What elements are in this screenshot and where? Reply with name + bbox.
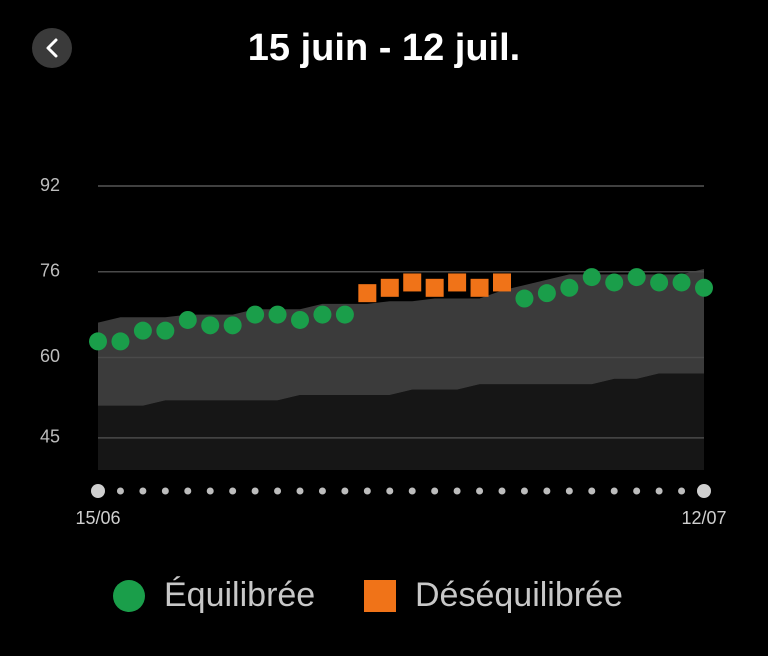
point (380, 278, 399, 297)
x-tick-label: 15/06 (75, 508, 120, 528)
point (133, 321, 152, 340)
point (223, 316, 242, 335)
back-button[interactable] (32, 28, 72, 68)
y-tick-label: 45 (40, 427, 60, 447)
x-tick-dot (565, 487, 573, 495)
point (89, 332, 107, 351)
point (560, 278, 579, 297)
point (268, 305, 287, 324)
point (358, 284, 377, 303)
back-chevron[interactable] (46, 38, 58, 58)
x-tick-dot (431, 487, 439, 495)
legend-label: Déséquilibrée (415, 576, 623, 614)
point (425, 278, 444, 297)
point (695, 278, 713, 297)
range-area (98, 269, 704, 406)
point (246, 305, 265, 324)
legend-label: Équilibrée (164, 576, 315, 614)
point (470, 278, 489, 297)
legend-marker (113, 580, 145, 612)
legend-item: Déséquilibrée (364, 576, 623, 614)
point (291, 310, 309, 329)
y-tick-label: 76 (40, 260, 60, 280)
x-tick-dot (184, 487, 192, 495)
x-tick-dot (161, 487, 169, 495)
point (605, 273, 624, 292)
x-tick-dot (655, 487, 663, 495)
x-tick-dot (408, 487, 416, 495)
point (493, 273, 511, 292)
x-tick-dot (274, 487, 282, 495)
y-tick-label: 60 (40, 346, 60, 366)
x-tick-dot (610, 487, 618, 495)
range-base-area (98, 373, 704, 470)
point (650, 273, 669, 292)
x-tick-dot (520, 487, 528, 495)
x-tick-dot (697, 484, 711, 498)
x-tick-dot (116, 487, 124, 495)
x-tick-dot (588, 487, 596, 495)
back-button-circle[interactable] (32, 28, 72, 68)
point (313, 305, 332, 324)
legend-marker (364, 580, 396, 612)
point (672, 273, 691, 292)
point (201, 316, 220, 335)
x-tick-dot (318, 487, 326, 495)
point (403, 273, 422, 292)
point (627, 268, 646, 287)
point (537, 284, 556, 303)
x-tick-dot (386, 487, 394, 495)
x-tick-dot (633, 487, 641, 495)
x-tick-dot (678, 487, 686, 495)
chart-title: 15 juin - 12 juil. (248, 27, 520, 69)
point (111, 332, 130, 351)
point (335, 305, 354, 324)
x-tick-dot (229, 487, 237, 495)
x-tick-dot (476, 487, 484, 495)
x-tick-dot (341, 487, 349, 495)
x-tick-dot (543, 487, 551, 495)
x-tick-dot (139, 487, 147, 495)
point (156, 321, 175, 340)
point (515, 289, 534, 308)
x-tick-dot (498, 487, 506, 495)
point (582, 268, 601, 287)
x-tick-dot (206, 487, 214, 495)
x-tick-dot (251, 487, 259, 495)
x-tick-label: 12/07 (681, 508, 726, 528)
y-tick-label: 92 (40, 175, 60, 195)
x-tick-dot (296, 487, 304, 495)
legend-item: Équilibrée (113, 576, 315, 614)
x-tick-dot (363, 487, 371, 495)
x-tick-dot (91, 484, 105, 498)
point (178, 310, 197, 329)
point (448, 273, 467, 292)
x-tick-dot (453, 487, 461, 495)
